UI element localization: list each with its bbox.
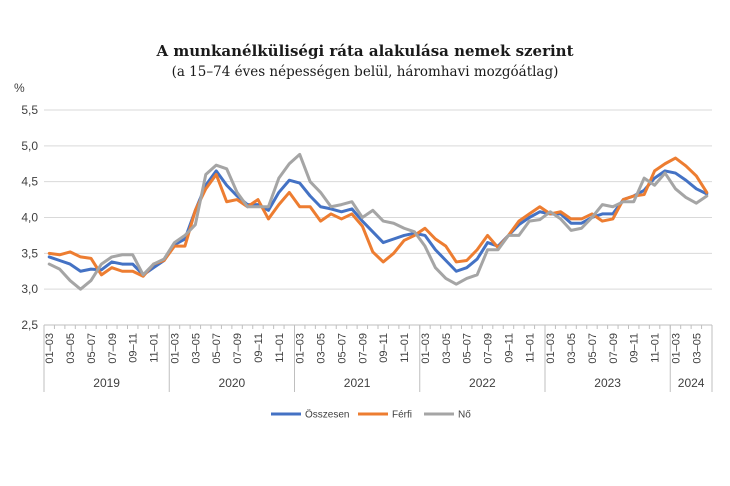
x-tick-label: 05‒07 — [336, 333, 348, 364]
x-tick-label: 11‒01 — [399, 333, 411, 363]
year-label: 2024 — [678, 376, 705, 390]
y-tick-label: 5,5 — [21, 103, 38, 117]
y-axis-unit: % — [14, 81, 25, 95]
x-tick-label: 11‒01 — [274, 333, 286, 363]
series-line-3 — [47, 152, 709, 291]
year-label: 2019 — [93, 376, 120, 390]
x-tick-label: 11‒01 — [524, 333, 536, 363]
series-line-1 — [47, 169, 709, 277]
y-tick-label: 3,0 — [21, 282, 38, 296]
x-tick-label: 03‒05 — [566, 333, 578, 364]
year-label: 2020 — [219, 376, 246, 390]
x-tick-label: 09‒11 — [128, 333, 140, 363]
y-tick-label: 4,0 — [21, 211, 38, 225]
x-axis: 01‒03 03‒05 05‒07 07‒09 09‒11 11‒01 01‒03 03‒05… — [43, 325, 713, 392]
x-tick-label: 03‒05 — [65, 333, 77, 364]
year-label: 2021 — [344, 376, 371, 390]
x-tick-label: 11‒01 — [650, 333, 662, 363]
x-tick-label: 03‒05 — [316, 333, 328, 364]
y-tick-label: 4,5 — [21, 175, 38, 189]
x-tick-label: 01‒03 — [545, 333, 557, 364]
x-tick-label: 07‒09 — [483, 333, 495, 364]
year-label: 2023 — [594, 376, 621, 390]
x-tick-label: 01‒03 — [420, 333, 432, 364]
series-lines — [47, 152, 709, 291]
chart-title: A munkanélküliségi ráta alakulása nemek … — [155, 42, 573, 60]
x-tick-label: 07‒09 — [608, 333, 620, 364]
legend-label-1: Összesen — [305, 409, 349, 421]
gridlines — [44, 109, 712, 326]
y-tick-label: 2,5 — [21, 318, 38, 332]
x-tick-label: 09‒11 — [378, 333, 390, 363]
x-tick-label: 11‒01 — [149, 333, 161, 363]
y-tick-label: 3,5 — [21, 246, 38, 260]
x-tick-label: 01‒03 — [295, 333, 307, 364]
x-tick-label: 09‒11 — [503, 333, 515, 363]
x-tick-label: 09‒11 — [629, 333, 641, 363]
x-tick-label: 03‒05 — [691, 333, 703, 364]
x-tick-label: 07‒09 — [357, 333, 369, 364]
y-tick-label: 5,0 — [21, 139, 38, 153]
x-tick-label: 03‒05 — [190, 333, 202, 364]
year-label: 2022 — [469, 376, 496, 390]
x-tick-label: 05‒07 — [211, 333, 223, 364]
x-tick-label: 07‒09 — [232, 333, 244, 364]
legend-label-3: Nő — [458, 410, 471, 421]
x-tick-label: 05‒07 — [86, 333, 98, 364]
x-tick-label: 05‒07 — [462, 333, 474, 364]
x-tick-label: 01‒03 — [169, 333, 181, 364]
x-tick-label: 03‒05 — [441, 333, 453, 364]
x-tick-label: 07‒09 — [107, 333, 119, 364]
x-tick-label: 09‒11 — [253, 333, 265, 363]
legend-label-2: Férfi — [392, 410, 412, 421]
x-tick-label: 05‒07 — [587, 333, 599, 364]
legend: Összesen Férfi Nő — [271, 409, 471, 421]
x-tick-label: 01‒03 — [44, 333, 56, 364]
x-tick-label: 01‒03 — [670, 333, 682, 364]
y-axis-ticks: 2,5 3,0 3,5 4,0 4,5 5,0 5,5 — [21, 103, 38, 332]
chart-subtitle: (a 15–74 éves népességen belül, háromhav… — [172, 64, 559, 80]
